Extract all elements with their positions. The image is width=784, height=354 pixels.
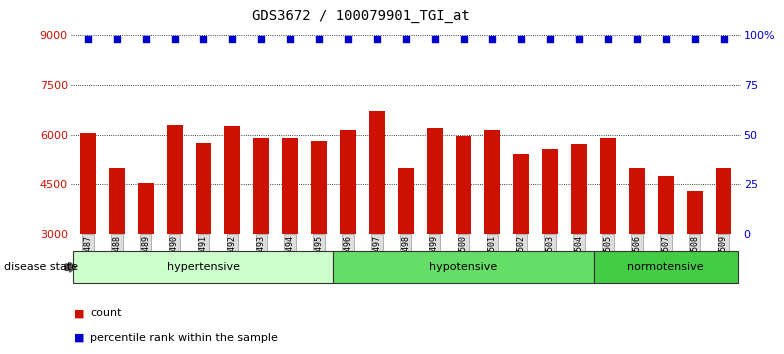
- Bar: [138, 183, 154, 234]
- Point: [111, 36, 123, 41]
- Text: ■: ■: [74, 308, 85, 318]
- Bar: [282, 138, 298, 234]
- Point: [573, 36, 586, 41]
- FancyBboxPatch shape: [333, 251, 593, 283]
- Bar: [687, 191, 702, 234]
- Point: [428, 36, 441, 41]
- Point: [688, 36, 701, 41]
- Bar: [80, 133, 96, 234]
- Bar: [456, 136, 471, 234]
- Bar: [397, 167, 414, 234]
- Bar: [716, 167, 731, 234]
- Text: count: count: [90, 308, 122, 318]
- Point: [659, 36, 672, 41]
- Text: GDS3672 / 100079901_TGI_at: GDS3672 / 100079901_TGI_at: [252, 9, 470, 23]
- Bar: [485, 130, 500, 234]
- Bar: [571, 144, 587, 234]
- Point: [515, 36, 528, 41]
- Point: [342, 36, 354, 41]
- Text: normotensive: normotensive: [627, 262, 704, 272]
- Bar: [514, 154, 529, 234]
- Bar: [253, 138, 269, 234]
- Point: [198, 36, 210, 41]
- Point: [544, 36, 557, 41]
- Text: hypotensive: hypotensive: [430, 262, 498, 272]
- Text: ■: ■: [74, 333, 85, 343]
- Bar: [426, 128, 442, 234]
- Point: [630, 36, 643, 41]
- Bar: [167, 125, 183, 234]
- Bar: [543, 149, 558, 234]
- Point: [486, 36, 499, 41]
- Text: percentile rank within the sample: percentile rank within the sample: [90, 333, 278, 343]
- Point: [313, 36, 325, 41]
- Point: [371, 36, 383, 41]
- Point: [717, 36, 730, 41]
- Point: [601, 36, 614, 41]
- Point: [399, 36, 412, 41]
- Point: [82, 36, 94, 41]
- Bar: [658, 176, 673, 234]
- Bar: [195, 143, 212, 234]
- Text: hypertensive: hypertensive: [167, 262, 240, 272]
- Point: [284, 36, 296, 41]
- Bar: [369, 112, 385, 234]
- FancyBboxPatch shape: [74, 251, 333, 283]
- Point: [255, 36, 267, 41]
- FancyBboxPatch shape: [593, 251, 738, 283]
- Bar: [600, 138, 616, 234]
- Point: [457, 36, 470, 41]
- Point: [169, 36, 181, 41]
- Text: disease state: disease state: [4, 262, 78, 272]
- Bar: [340, 130, 356, 234]
- Bar: [109, 167, 125, 234]
- Bar: [311, 141, 327, 234]
- Point: [140, 36, 152, 41]
- Point: [226, 36, 238, 41]
- Bar: [224, 126, 241, 234]
- Bar: [629, 167, 644, 234]
